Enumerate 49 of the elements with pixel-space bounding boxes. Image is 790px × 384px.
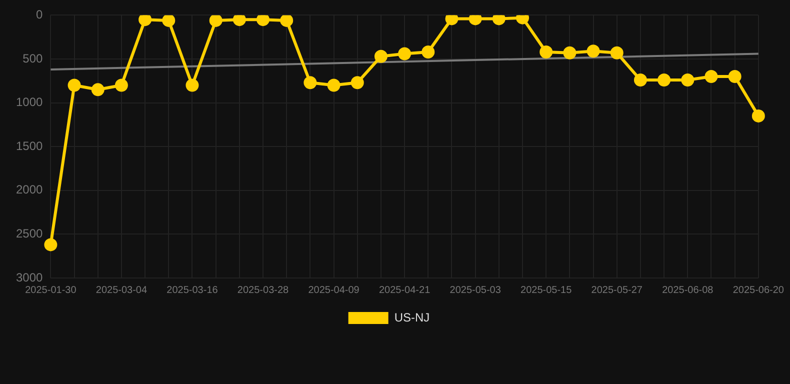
y-tick-label: 3000	[16, 270, 44, 284]
x-tick-label: 2025-03-16	[166, 284, 218, 296]
point	[540, 45, 553, 58]
y-tick-label: 2000	[16, 182, 44, 197]
x-tick-label: 2025-04-09	[308, 284, 360, 296]
point	[327, 78, 340, 92]
point	[68, 78, 81, 92]
point	[468, 15, 482, 26]
point	[398, 47, 412, 60]
point	[634, 74, 647, 87]
point	[563, 46, 576, 60]
y-tick-label: 500	[22, 51, 44, 66]
y-tick-label: 2500	[16, 226, 44, 241]
x-tick-label: 2025-05-27	[591, 284, 643, 296]
point	[681, 74, 694, 87]
point	[304, 76, 317, 90]
point	[728, 70, 742, 84]
point	[91, 83, 104, 96]
legend-label: US-NJ	[394, 310, 430, 324]
x-tick-label: 2025-05-03	[450, 284, 502, 296]
point	[114, 78, 128, 92]
y-tick-label: 1500	[16, 138, 44, 153]
point	[704, 70, 718, 84]
point	[44, 238, 58, 252]
point	[162, 15, 176, 27]
point	[209, 15, 222, 27]
point	[350, 76, 364, 90]
point	[658, 74, 671, 87]
y-tick-label: 1000	[16, 95, 44, 110]
point	[492, 15, 506, 26]
point	[186, 78, 199, 92]
point	[586, 44, 600, 58]
y-tick-label: 0	[36, 8, 44, 22]
point	[752, 109, 765, 122]
x-tick-label: 2025-04-21	[378, 284, 431, 296]
point	[610, 46, 624, 60]
point	[374, 50, 388, 63]
x-tick-label: 2025-01-30	[25, 284, 77, 296]
point	[256, 15, 270, 26]
point	[280, 15, 294, 27]
point	[422, 45, 435, 58]
x-tick-label: 2025-03-28	[237, 284, 290, 296]
x-tick-label: 2025-05-15	[520, 284, 572, 296]
x-tick-label: 2025-06-08	[662, 284, 714, 296]
x-tick-label: 2025-03-04	[96, 284, 148, 296]
point	[445, 15, 458, 26]
point	[138, 15, 152, 26]
x-tick-label: 2025-06-20	[732, 284, 784, 296]
point	[232, 15, 246, 26]
